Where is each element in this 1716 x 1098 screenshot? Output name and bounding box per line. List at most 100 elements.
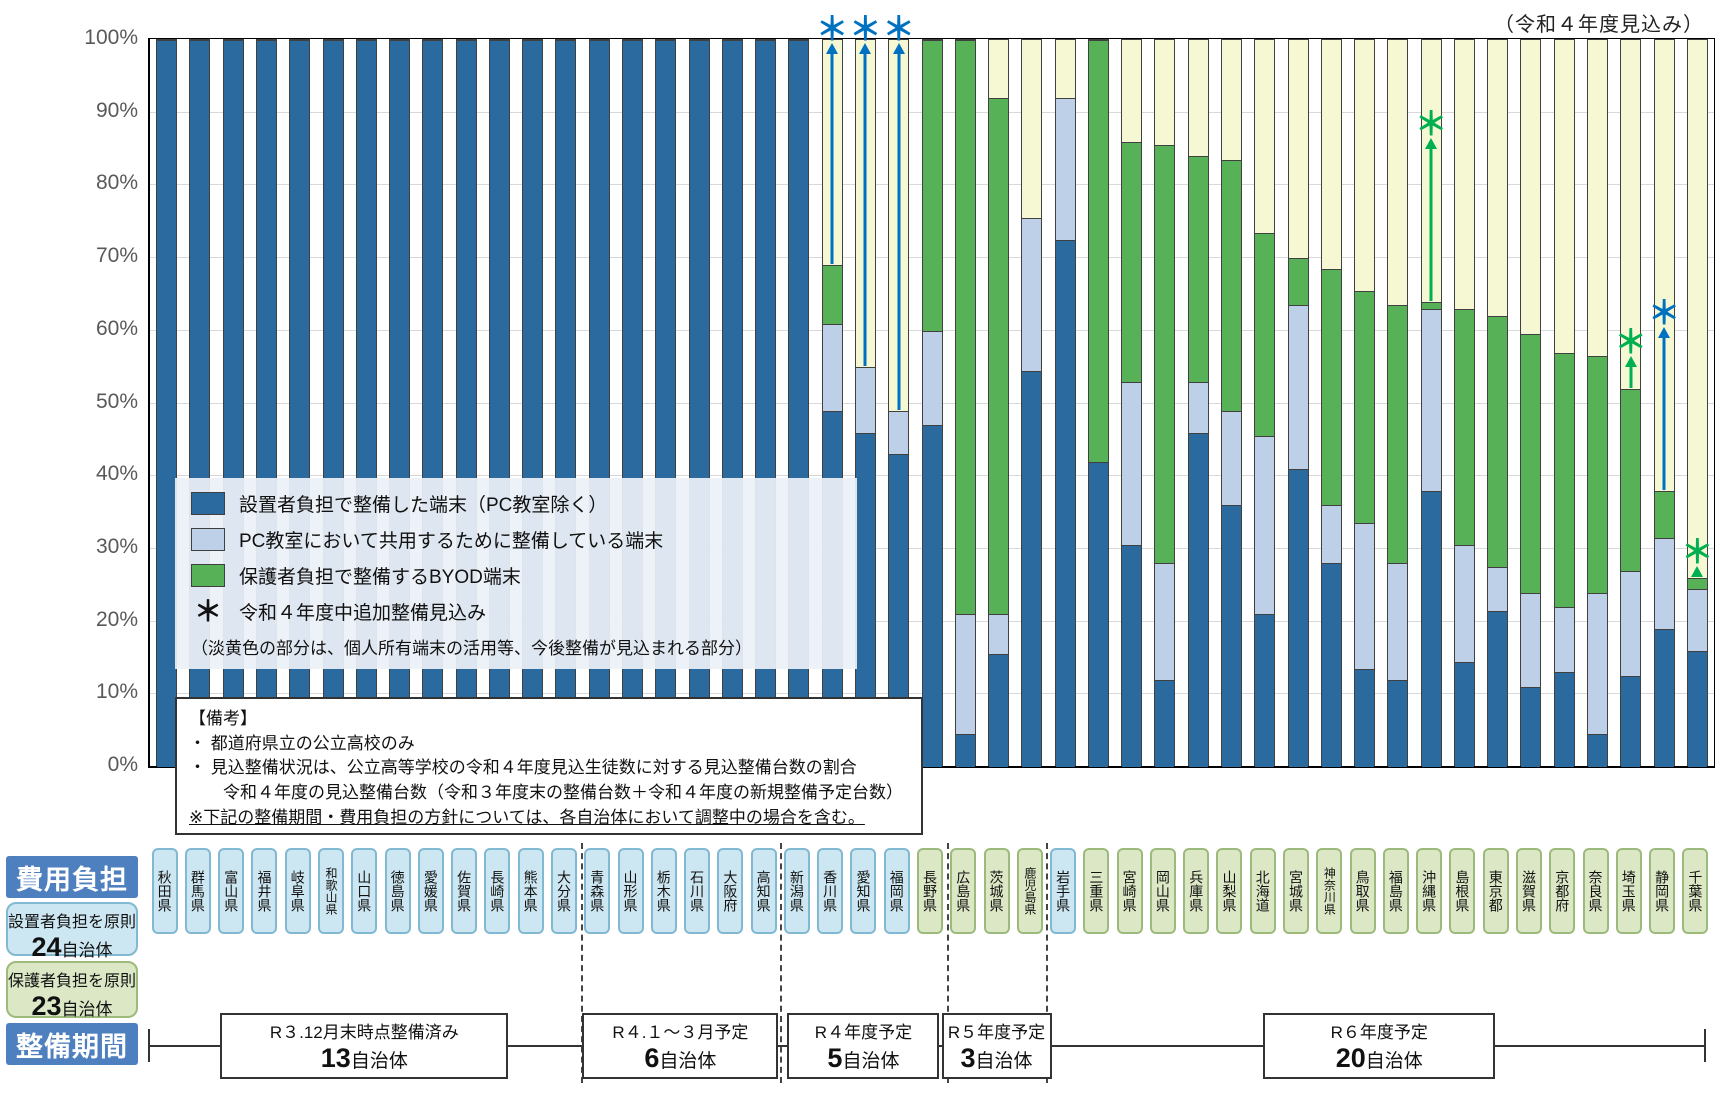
prefecture-label-石川県: 石川県 (684, 848, 711, 934)
arrow-head-icon (1658, 326, 1671, 338)
prefecture-label-静岡県: 静岡県 (1649, 848, 1676, 934)
bar-segment-pc_room (1122, 381, 1142, 546)
prefecture-label-島根県: 島根県 (1449, 848, 1476, 934)
y-tick-label: 90% (95, 98, 138, 122)
period-group-count: 20自治体 (1335, 1043, 1423, 1073)
bar-segment-pc_room (955, 614, 975, 735)
bar-segment-byod (1654, 490, 1674, 538)
bar-segment-byod (1288, 258, 1308, 306)
bar-segment-pc_room (1221, 410, 1241, 506)
bar-segment-installed (1454, 661, 1474, 767)
period-group-box: R３.12月末時点整備済み 13自治体 (220, 1013, 509, 1079)
prefecture-label-千葉県: 千葉県 (1682, 848, 1709, 934)
bar-segment-pc_room (922, 330, 942, 426)
period-group-count: 3自治体 (960, 1043, 1033, 1073)
bar-島根県 (1453, 39, 1475, 767)
bar-segment-installed (1155, 679, 1175, 767)
prefecture-label-徳島県: 徳島県 (384, 848, 411, 934)
bar-三重県 (1087, 39, 1109, 767)
bar-segment-installed (1488, 610, 1508, 767)
bar-segment-pc_room (889, 410, 909, 455)
prefecture-label-青森県: 青森県 (584, 848, 611, 934)
prefecture-label-福岡県: 福岡県 (883, 848, 910, 934)
bar-segment-pc_room (1288, 305, 1308, 469)
setter-burden-count: 24自治体 (31, 932, 113, 962)
y-tick-label: 20% (95, 607, 138, 631)
group-separator (1046, 843, 1049, 1083)
additional-plan-arrow (1629, 363, 1633, 388)
legend-item-star: ＊ 令和４年度中追加整備見込み (191, 597, 843, 625)
prefecture-label-兵庫県: 兵庫県 (1183, 848, 1210, 934)
prefecture-label-北海道: 北海道 (1249, 848, 1276, 934)
bar-segment-installed (1188, 432, 1208, 767)
prefecture-label-長崎県: 長崎県 (484, 848, 511, 934)
bar-segment-byod (1421, 301, 1441, 309)
period-group-label: R４.１～３月予定 (612, 1023, 749, 1042)
bar-東京都 (1487, 39, 1509, 767)
legend-item-installed: 設置者負担で整備した端末（PC教室除く） (191, 490, 843, 517)
prefecture-label-群馬県: 群馬県 (184, 848, 211, 934)
prefecture-label-栃木県: 栃木県 (650, 848, 677, 934)
arrow-head-icon (1624, 355, 1637, 367)
bar-segment-installed (989, 654, 1009, 767)
bar-segment-byod (1621, 388, 1641, 571)
remarks-line: ・ 都道府県立の公立高校のみ (189, 733, 415, 753)
legend-item-pc-room: PC教室において共用するために整備している端末 (191, 526, 843, 553)
period-group-box: R６年度予定 20自治体 (1263, 1013, 1496, 1079)
bar-京都府 (1553, 39, 1575, 767)
prefecture-label-佐賀県: 佐賀県 (451, 848, 478, 934)
parent-burden-label: 保護者負担を原則 (8, 973, 137, 990)
prefecture-label-熊本県: 熊本県 (517, 848, 544, 934)
prefecture-label-山口県: 山口県 (351, 848, 378, 934)
bar-segment-pc_room (1554, 607, 1574, 673)
prefecture-label-山梨県: 山梨県 (1216, 848, 1243, 934)
bar-福島県 (1387, 39, 1409, 767)
bar-segment-byod (1521, 334, 1541, 593)
bar-宮城県 (1287, 39, 1309, 767)
bar-segment-byod (1188, 156, 1208, 382)
y-tick-label: 50% (95, 389, 138, 413)
bar-segment-byod (1454, 308, 1474, 546)
bar-segment-installed (889, 454, 909, 767)
bar-segment-pc_room (1588, 592, 1608, 735)
bar-segment-byod (1088, 40, 1108, 462)
arrow-head-icon (1691, 566, 1704, 578)
legend-swatch-pc-room-icon (191, 528, 225, 551)
arrow-head-icon (892, 43, 905, 54)
bar-秋田県 (156, 39, 178, 767)
bar-segment-installed (1654, 628, 1674, 767)
bar-広島県 (954, 39, 976, 767)
bar-segment-installed (1288, 468, 1308, 767)
bar-茨城県 (988, 39, 1010, 767)
bar-岩手県 (1054, 39, 1076, 767)
bar-segment-byod (1687, 577, 1707, 589)
period-group-box: R４年度予定 5自治体 (787, 1013, 940, 1079)
bar-segment-installed (1588, 734, 1608, 767)
bar-segment-pc_room (822, 323, 842, 411)
bar-segment-installed (1621, 676, 1641, 767)
y-tick-label: 0% (107, 753, 138, 776)
prefecture-label-鳥取県: 鳥取県 (1349, 848, 1376, 934)
bar-埼玉県 (1620, 39, 1642, 767)
bar-鹿児島県 (1021, 39, 1043, 767)
bar-宮崎県 (1121, 39, 1143, 767)
chart-annotation: （令和４年度見込み） (1494, 14, 1704, 36)
bar-segment-byod (1122, 141, 1142, 382)
group-separator (946, 843, 949, 1083)
group-separator (780, 843, 783, 1083)
bar-segment-installed (1388, 679, 1408, 767)
y-tick-label: 70% (95, 244, 138, 268)
y-tick-label: 100% (84, 26, 138, 49)
asterisk-icon: ＊ (849, 11, 882, 47)
legend-label: PC教室において共用するために整備している端末 (239, 531, 664, 552)
bar-segment-pc_room (1022, 218, 1042, 371)
period-header: 整備期間 (6, 1023, 138, 1065)
bar-segment-byod (1355, 290, 1375, 524)
prefecture-label-大阪府: 大阪府 (717, 848, 744, 934)
bar-長野県 (921, 39, 943, 767)
arrow-head-icon (826, 43, 839, 54)
bar-segment-installed (1255, 614, 1275, 767)
prefecture-label-岡山県: 岡山県 (1149, 848, 1176, 934)
bar-岡山県 (1154, 39, 1176, 767)
